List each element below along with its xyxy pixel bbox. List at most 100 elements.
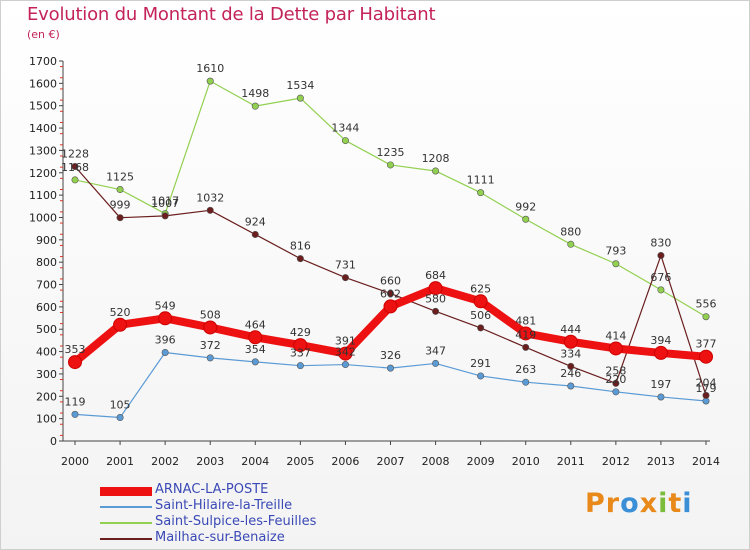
data-label: 220 bbox=[605, 373, 626, 386]
data-point bbox=[567, 382, 575, 390]
data-label: 816 bbox=[290, 240, 311, 253]
data-label: 731 bbox=[335, 259, 356, 272]
legend-swatch bbox=[100, 506, 152, 508]
data-label: 394 bbox=[650, 334, 671, 347]
data-point bbox=[116, 214, 124, 222]
data-label: 520 bbox=[110, 306, 131, 319]
data-point bbox=[206, 77, 214, 85]
data-point bbox=[702, 313, 710, 321]
legend-label: Mailhac-sur-Benaize bbox=[155, 530, 285, 545]
data-label: 676 bbox=[650, 271, 671, 284]
data-label: 1228 bbox=[61, 148, 89, 161]
data-point bbox=[653, 345, 668, 360]
data-point bbox=[206, 354, 214, 362]
x-tick-label: 2007 bbox=[377, 455, 405, 468]
data-point bbox=[567, 240, 575, 248]
data-label: 391 bbox=[335, 335, 356, 348]
data-point bbox=[116, 186, 124, 194]
y-tick-label: 1500 bbox=[29, 100, 57, 113]
logo-letter: r bbox=[605, 488, 621, 519]
data-label: 246 bbox=[560, 367, 581, 380]
x-tick-label: 2014 bbox=[692, 455, 720, 468]
y-tick-label: 1300 bbox=[29, 144, 57, 157]
data-point bbox=[612, 379, 620, 387]
data-point bbox=[251, 230, 259, 238]
y-tick-label: 100 bbox=[36, 413, 57, 426]
logo-letter: i bbox=[682, 488, 693, 519]
data-label: 1235 bbox=[377, 146, 405, 159]
data-label: 793 bbox=[605, 245, 626, 258]
y-tick-label: 200 bbox=[36, 390, 57, 403]
y-tick-label: 1600 bbox=[29, 77, 57, 90]
data-point bbox=[477, 189, 485, 197]
data-label: 263 bbox=[515, 363, 536, 376]
data-point bbox=[383, 299, 398, 314]
legend-label: Saint-Hilaire-la-Treille bbox=[155, 498, 293, 513]
data-point bbox=[341, 361, 349, 369]
data-point bbox=[432, 359, 440, 367]
data-label: 464 bbox=[245, 318, 266, 331]
data-point bbox=[296, 362, 304, 370]
data-point bbox=[702, 391, 710, 399]
data-point bbox=[473, 294, 488, 309]
data-label: 1125 bbox=[106, 171, 134, 184]
x-tick-label: 2001 bbox=[106, 455, 134, 468]
data-label: 1208 bbox=[422, 152, 450, 165]
data-label: 992 bbox=[515, 200, 536, 213]
data-point bbox=[522, 343, 530, 351]
data-label: 347 bbox=[425, 344, 446, 357]
legend-swatch bbox=[100, 486, 152, 496]
data-label: 602 bbox=[380, 287, 401, 300]
chart-title: Evolution du Montant de la Dette par Hab… bbox=[27, 4, 436, 25]
data-point bbox=[251, 102, 259, 110]
logo-letter: x bbox=[639, 488, 659, 519]
data-point bbox=[341, 137, 349, 145]
data-label: 429 bbox=[290, 326, 311, 339]
data-label: 105 bbox=[110, 399, 131, 412]
logo-letter: o bbox=[620, 488, 640, 519]
y-tick-label: 1200 bbox=[29, 167, 57, 180]
data-point bbox=[248, 330, 263, 345]
data-point bbox=[206, 206, 214, 214]
x-tick-label: 2003 bbox=[196, 455, 224, 468]
chart-subtitle: (en €) bbox=[27, 28, 60, 41]
data-label: 1498 bbox=[241, 87, 269, 100]
data-label: 377 bbox=[696, 338, 717, 351]
x-tick-label: 2012 bbox=[602, 455, 630, 468]
legend-swatch bbox=[100, 538, 152, 540]
data-label: 342 bbox=[335, 346, 356, 359]
y-tick-label: 1100 bbox=[29, 189, 57, 202]
data-point bbox=[161, 348, 169, 356]
y-tick-label: 600 bbox=[36, 301, 57, 314]
logo-letter: P bbox=[585, 488, 606, 519]
data-label: 1017 bbox=[151, 195, 179, 208]
data-label: 506 bbox=[470, 309, 491, 322]
data-label: 354 bbox=[245, 343, 266, 356]
data-point bbox=[296, 94, 304, 102]
data-label: 204 bbox=[696, 376, 717, 389]
data-label: 660 bbox=[380, 274, 401, 287]
data-label: 830 bbox=[650, 236, 671, 249]
data-point bbox=[386, 289, 394, 297]
data-point bbox=[699, 349, 713, 364]
data-label: 556 bbox=[696, 298, 717, 311]
data-label: 549 bbox=[155, 299, 176, 312]
data-point bbox=[657, 393, 665, 401]
data-label: 291 bbox=[470, 357, 491, 370]
data-label: 326 bbox=[380, 349, 401, 362]
x-tick-label: 2008 bbox=[422, 455, 450, 468]
y-tick-label: 700 bbox=[36, 279, 57, 292]
data-point bbox=[612, 388, 620, 396]
data-point bbox=[477, 372, 485, 380]
data-label: 1111 bbox=[467, 174, 495, 187]
logo-letter: i bbox=[658, 488, 669, 519]
data-point bbox=[432, 167, 440, 175]
data-label: 444 bbox=[560, 323, 581, 336]
data-label: 1534 bbox=[286, 79, 314, 92]
x-tick-label: 2006 bbox=[331, 455, 359, 468]
data-label: 1007 bbox=[151, 197, 179, 210]
data-label: 337 bbox=[290, 347, 311, 360]
y-tick-label: 300 bbox=[36, 368, 57, 381]
data-point bbox=[522, 378, 530, 386]
